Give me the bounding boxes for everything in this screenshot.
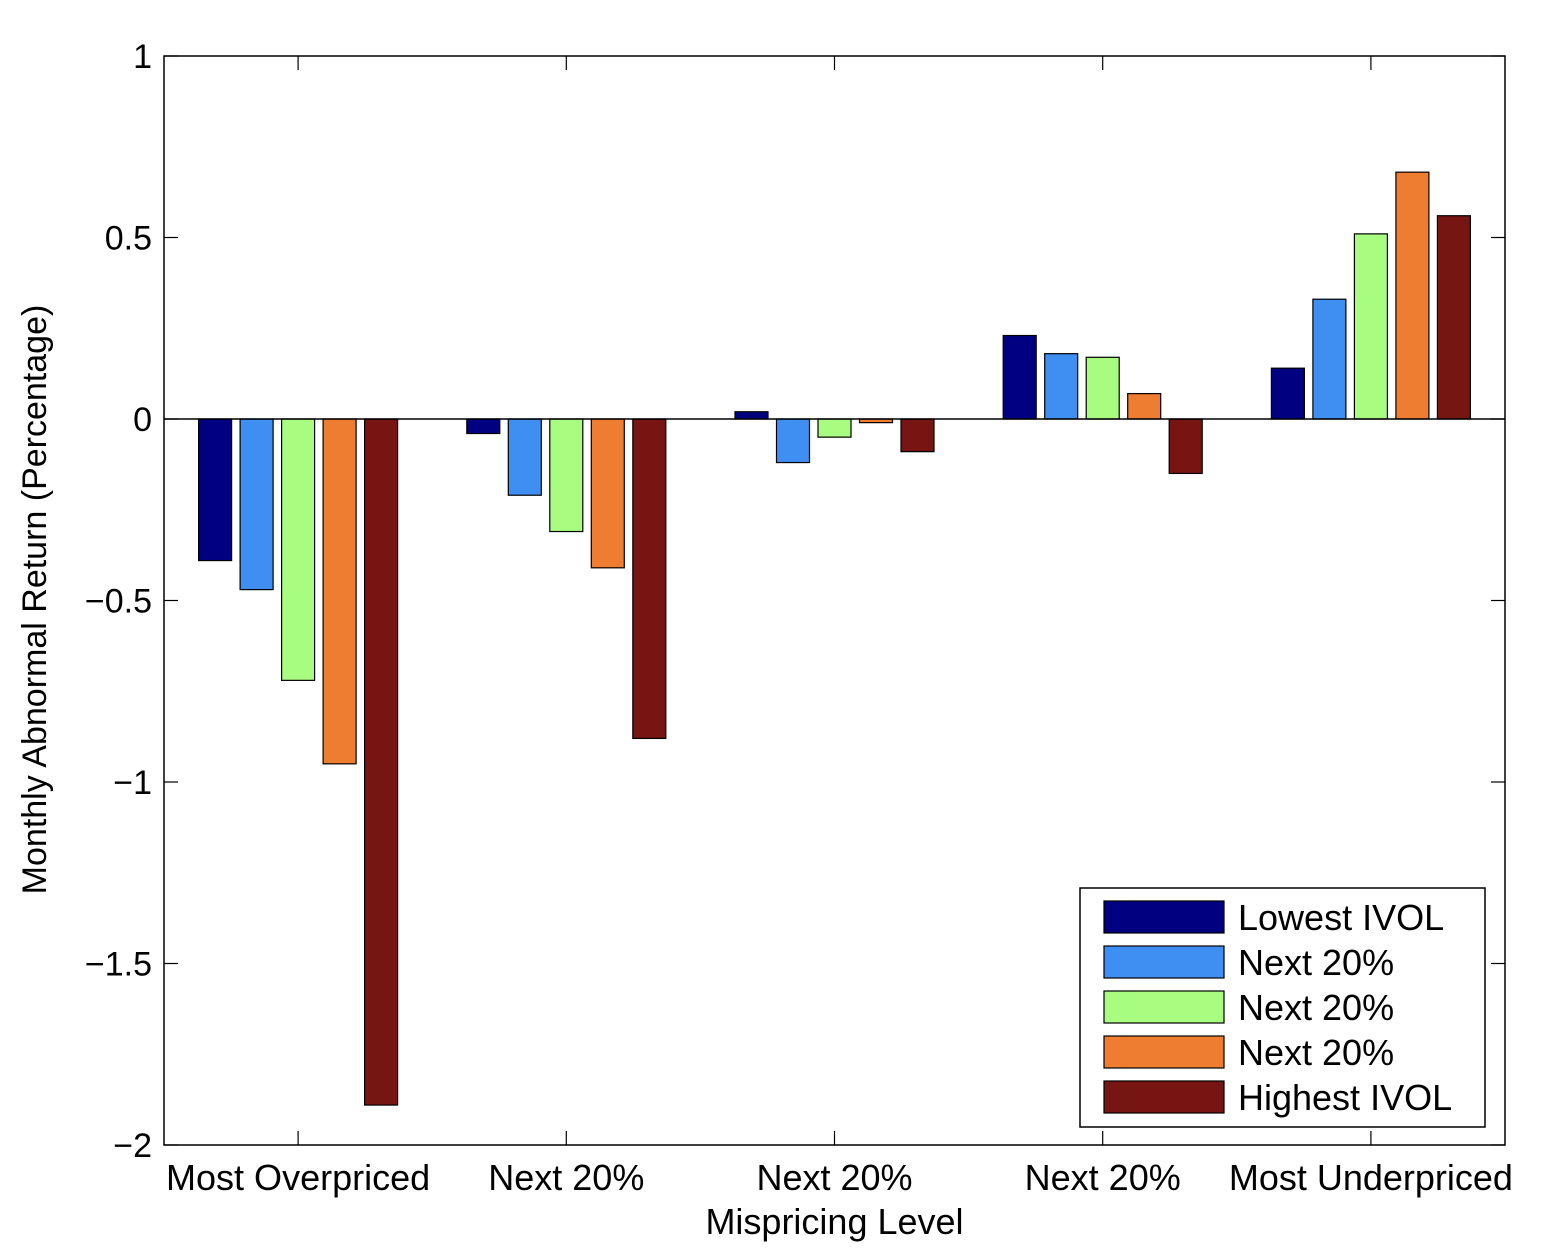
bar [775,418,811,464]
legend-label: Next 20% [1238,1032,1394,1073]
bar [198,418,233,562]
bar [322,418,357,765]
bar [1436,215,1472,420]
legend-swatch [1103,1080,1225,1114]
bars-layer [198,171,1472,1106]
bar [1085,356,1120,420]
x-tick-label: Most Overpriced [166,1157,430,1198]
bar [281,418,316,681]
y-tick-label: −1.5 [85,946,152,984]
y-tick-label: −0.5 [85,583,152,621]
legend-swatch [1103,900,1225,934]
bar [1168,418,1203,475]
bar [1044,353,1079,420]
bar [590,418,625,569]
x-tick-label: Next 20% [488,1157,644,1198]
bar [1127,392,1162,420]
legend-swatch [1103,945,1225,979]
x-tick-label: Next 20% [756,1157,912,1198]
x-axis-label: Mispricing Level [705,1201,963,1242]
y-tick-label: 0 [133,401,152,439]
bar [817,418,852,438]
bar [466,418,501,435]
bar [734,411,769,420]
legend-label: Next 20% [1238,987,1394,1028]
y-axis-label: Monthly Abnormal Return (Percentage) [16,305,54,895]
y-tick-label: 0.5 [105,220,152,258]
y-tick-label: −2 [113,1127,152,1165]
legend-label: Next 20% [1238,942,1394,983]
legend-swatch [1103,1035,1225,1069]
legend-label: Highest IVOL [1238,1077,1452,1118]
bar [1395,171,1430,420]
bar [239,418,274,591]
y-tick-label: −1 [113,764,152,802]
ticks-layer: 1 0.5 0 −0.5 −1 −1.5 −2 Most Overpriced Next 20%… [85,38,1513,1198]
bar [1353,233,1389,420]
bar [549,418,584,533]
bar [1270,367,1306,420]
bar [1002,334,1037,420]
legend-label: Lowest IVOL [1238,897,1444,938]
y-tick-label: 1 [133,38,152,76]
x-tick-label: Next 20% [1025,1157,1181,1198]
bar [900,418,935,453]
bar [364,418,399,1106]
bar [507,418,542,496]
bar [1312,298,1347,420]
legend-swatch [1103,990,1225,1024]
x-tick-label: Most Underpriced [1229,1157,1513,1198]
bar [632,418,667,740]
